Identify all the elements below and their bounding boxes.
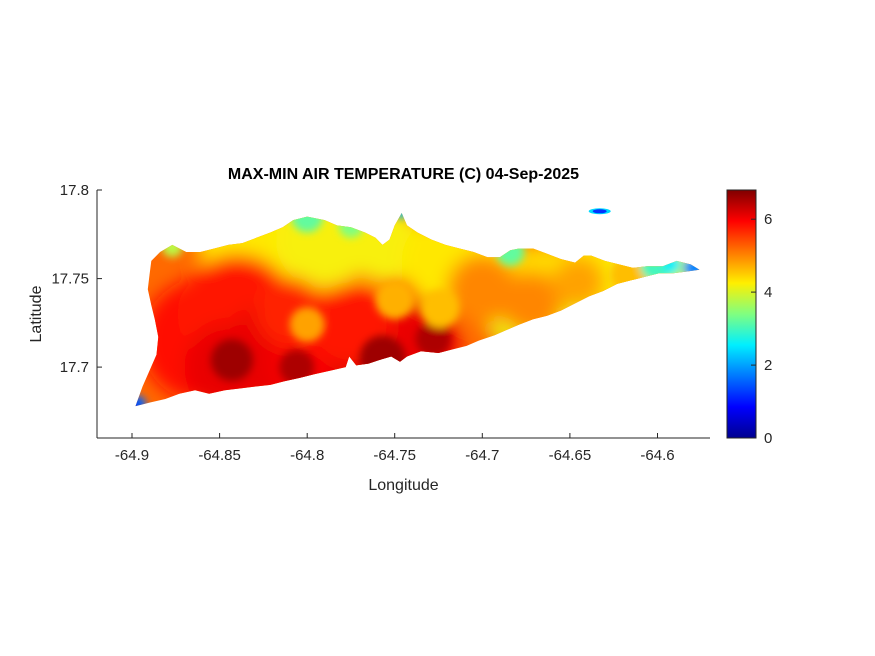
chart-title: MAX-MIN AIR TEMPERATURE (C) 04-Sep-2025 <box>227 166 580 183</box>
colorbar: 0 2 4 6 <box>726 189 772 447</box>
colorbar-tick-label: 4 <box>764 284 772 301</box>
x-tick-label: -64.8 <box>290 447 324 464</box>
x-tick-label: -64.75 <box>373 447 416 464</box>
tick-labels: -64.9 -64.85 -64.8 -64.75 -64.7 -64.65 -64.6 17… <box>51 182 674 464</box>
temperature-blob <box>210 339 253 382</box>
temperature-blob <box>279 349 315 385</box>
x-tick-label: -64.7 <box>465 447 499 464</box>
x-tick-label: -64.9 <box>115 447 149 464</box>
x-axis-label: Longitude <box>368 477 439 494</box>
temperature-blob <box>421 289 460 329</box>
x-tick-label: -64.65 <box>549 447 592 464</box>
colorbar-tick-label: 2 <box>764 357 772 374</box>
colorbar-gradient <box>726 189 757 439</box>
colorbar-tick-label: 0 <box>764 430 772 447</box>
islet-marker <box>588 208 611 215</box>
colorbar-tick-label: 6 <box>764 211 772 228</box>
island-heatmap <box>135 213 700 407</box>
temperature-blob <box>496 238 525 266</box>
temperature-blob <box>447 254 518 325</box>
temperature-blob <box>161 236 183 258</box>
temperature-blob <box>394 213 409 219</box>
y-axis-label: Latitude <box>28 285 45 343</box>
temperature-blob <box>662 255 681 274</box>
temperature-blob <box>289 307 325 343</box>
temperature-blob <box>415 321 451 357</box>
islet-core <box>592 209 607 214</box>
axes <box>96 189 710 439</box>
x-tick-label: -64.85 <box>198 447 241 464</box>
temperature-blob <box>375 280 415 320</box>
temperature-blob <box>338 213 364 238</box>
y-tick-label: 17.75 <box>51 271 89 288</box>
y-tick-label: 17.8 <box>60 182 89 199</box>
temperature-blob <box>135 400 140 407</box>
temperature-blob <box>552 255 605 309</box>
temperature-blob <box>291 213 324 233</box>
temperature-blob <box>359 335 406 382</box>
y-tick-label: 17.7 <box>60 359 89 376</box>
x-tick-label: -64.6 <box>640 447 674 464</box>
temperature-blob <box>683 257 700 279</box>
